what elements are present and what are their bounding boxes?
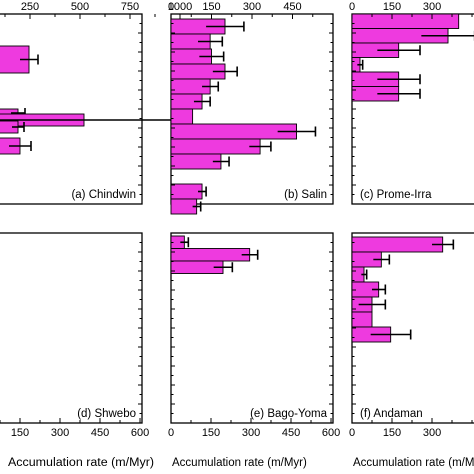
bar	[170, 138, 261, 155]
panel-prome-irra: (c) Prome-Irra 0 150 300	[349, 1, 474, 205]
x-tick-label: 750	[121, 1, 139, 13]
x-tick-label: 300	[243, 1, 261, 13]
x-tick-label: 150	[202, 427, 220, 439]
panel-label: (f) Andaman	[360, 408, 423, 420]
bar	[351, 236, 444, 253]
x-tick-label: 250	[21, 1, 39, 13]
x-axis-label: Accumulation rate (m/Myr)	[353, 457, 474, 469]
x-tick-label: 150	[202, 1, 220, 13]
bar	[351, 13, 460, 29]
panel-label: (a) Chindwin	[71, 189, 136, 201]
panel-andaman: (f) Andaman 0 150 300	[349, 232, 474, 439]
bar	[170, 108, 194, 125]
panel-frame	[0, 13, 143, 205]
x-tick-label: 450	[91, 427, 109, 439]
x-tick-label: 600	[322, 427, 340, 439]
panel-salin: (b) Salin 0 150 300 450	[168, 1, 334, 215]
bar	[170, 183, 203, 200]
x-tick-label: 150	[11, 427, 29, 439]
panel-label: (c) Prome-Irra	[360, 189, 432, 201]
x-tick-label: 450	[283, 1, 301, 13]
bar	[170, 248, 251, 262]
x-tick-label: 300	[423, 1, 441, 13]
bar	[351, 311, 373, 328]
panel-label: (d) Shwebo	[77, 408, 136, 420]
x-tick-label: 0	[349, 427, 355, 439]
x-tick-label: 500	[71, 1, 89, 13]
x-tick-label: 1000	[168, 1, 192, 13]
x-tick-label: 0	[349, 1, 355, 13]
x-axis-label: Accumulation rate (m/Myr)	[172, 457, 307, 469]
x-tick-label: 300	[242, 427, 260, 439]
panel-chindwin: (a) Chindwin 250 500 750 1000	[0, 1, 192, 205]
x-axis-label: Accumulation rate (m/Myr)	[8, 457, 154, 469]
x-tick-label: 300	[51, 427, 69, 439]
x-tick-label: 0	[168, 1, 174, 13]
x-tick-label: 0	[168, 427, 174, 439]
panel-bago-yoma: (e) Bago-Yoma 0 150 300 450 600	[168, 232, 340, 439]
panel-label: (b) Salin	[284, 189, 327, 201]
x-tick-label: 600	[131, 427, 149, 439]
x-tick-label: 450	[282, 427, 300, 439]
x-tick-label: 300	[423, 427, 441, 439]
panel-shwebo: (d) Shwebo 150 300 450 600	[0, 232, 149, 439]
panel-label: (e) Bago-Yoma	[250, 408, 328, 420]
x-tick-label: 150	[383, 1, 401, 13]
panel-frame	[0, 232, 143, 424]
x-tick-label: 150	[383, 427, 401, 439]
